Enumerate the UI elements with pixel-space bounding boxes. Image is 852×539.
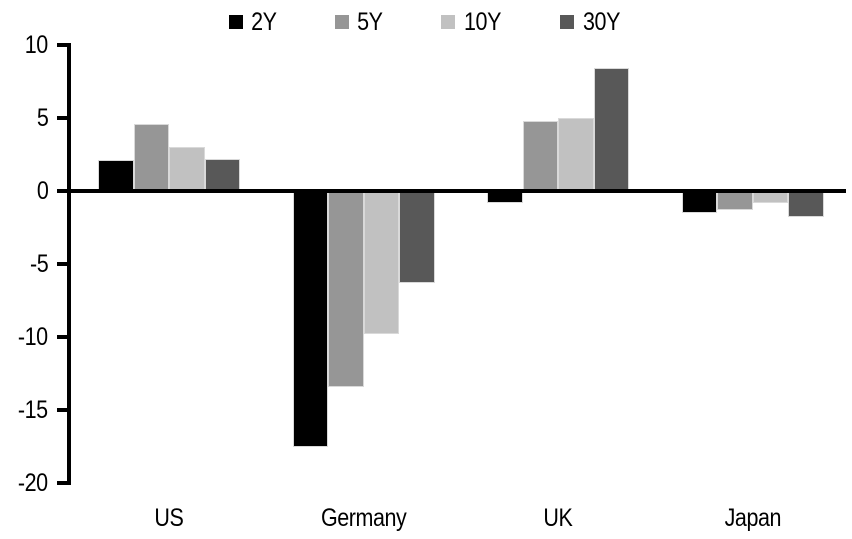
- category-label-germany: Germany: [274, 503, 454, 533]
- legend-label-2y: 2Y: [249, 8, 279, 36]
- bar-germany-10y: [363, 191, 400, 335]
- category-label-text: Japan: [724, 504, 782, 532]
- bar-germany-5y: [328, 191, 364, 387]
- category-label-text: Germany: [321, 504, 407, 532]
- y-axis-tick-label: -10: [0, 322, 48, 352]
- bar-us-2y: [98, 160, 134, 191]
- category-label-us: US: [79, 503, 259, 533]
- y-axis-tick-label: -5: [0, 249, 49, 279]
- y-axis-tick-label: 5: [0, 103, 48, 133]
- category-label-japan: Japan: [663, 503, 843, 533]
- legend-label-10y: 10Y: [461, 8, 504, 36]
- y-axis-tick: [57, 335, 67, 339]
- y-axis-tick: [57, 481, 67, 485]
- bar-us-30y: [204, 158, 241, 191]
- y-axis-tick: [57, 262, 67, 266]
- y-axis-tick-label: 10: [0, 30, 48, 60]
- category-label-uk: UK: [468, 503, 648, 533]
- legend-label-30y: 30Y: [580, 8, 623, 36]
- y-axis-tick: [57, 189, 67, 193]
- legend-item-2y: 2Y: [229, 8, 279, 36]
- y-axis-tick-label-text: -20: [18, 469, 48, 497]
- legend-label-text: 30Y: [582, 8, 620, 36]
- legend-swatch-10y-icon: [440, 15, 455, 29]
- legend-label-text: 2Y: [251, 8, 277, 36]
- y-axis-tick-label-text: 10: [24, 31, 48, 59]
- bar-germany-2y: [292, 191, 329, 447]
- bar-us-5y: [133, 123, 170, 191]
- legend-swatch-5y-icon: [335, 15, 350, 29]
- bar-germany-30y: [399, 191, 435, 283]
- legend-label-5y: 5Y: [355, 8, 385, 36]
- bar-japan-30y: [788, 191, 824, 218]
- y-axis-tick-label-text: 0: [36, 177, 48, 205]
- y-axis-tick-label: 0: [0, 176, 48, 206]
- y-axis-tick-label-text: 5: [36, 104, 48, 132]
- bar-uk-10y: [558, 118, 594, 191]
- legend-swatch-30y-icon: [559, 15, 574, 29]
- category-label-text: US: [154, 504, 184, 532]
- y-axis-tick-label: -20: [0, 468, 48, 498]
- legend: 2Y 5Y 10Y 30Y: [0, 8, 852, 36]
- bar-uk-5y: [522, 120, 559, 191]
- y-axis-tick: [57, 116, 67, 120]
- legend-item-10y: 10Y: [440, 8, 504, 36]
- bar-uk-30y: [593, 68, 630, 191]
- legend-label-text: 5Y: [357, 8, 383, 36]
- y-axis-tick-label-text: -10: [18, 323, 48, 351]
- bar-us-10y: [169, 147, 205, 191]
- legend-swatch-2y-icon: [229, 15, 244, 29]
- y-axis-tick: [57, 43, 67, 47]
- bar-japan-2y: [681, 191, 718, 213]
- y-axis-tick-label: -15: [0, 395, 48, 425]
- x-axis-zero-line: [67, 189, 846, 193]
- legend-label-text: 10Y: [463, 8, 501, 36]
- y-axis-line: [67, 43, 71, 485]
- y-axis-tick: [57, 408, 67, 412]
- legend-item-5y: 5Y: [335, 8, 385, 36]
- y-axis-tick-label-text: -15: [18, 396, 48, 424]
- bar-japan-5y: [717, 191, 753, 210]
- legend-item-30y: 30Y: [559, 8, 623, 36]
- y-axis-tick-label-text: -5: [29, 250, 49, 278]
- category-label-text: UK: [543, 504, 573, 532]
